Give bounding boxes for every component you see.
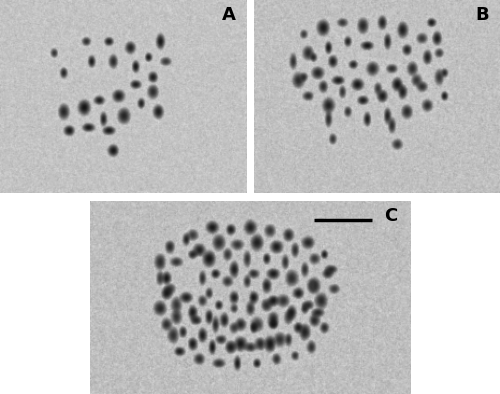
Text: B: B (476, 6, 489, 24)
Text: C: C (384, 207, 398, 225)
Text: A: A (222, 6, 235, 24)
